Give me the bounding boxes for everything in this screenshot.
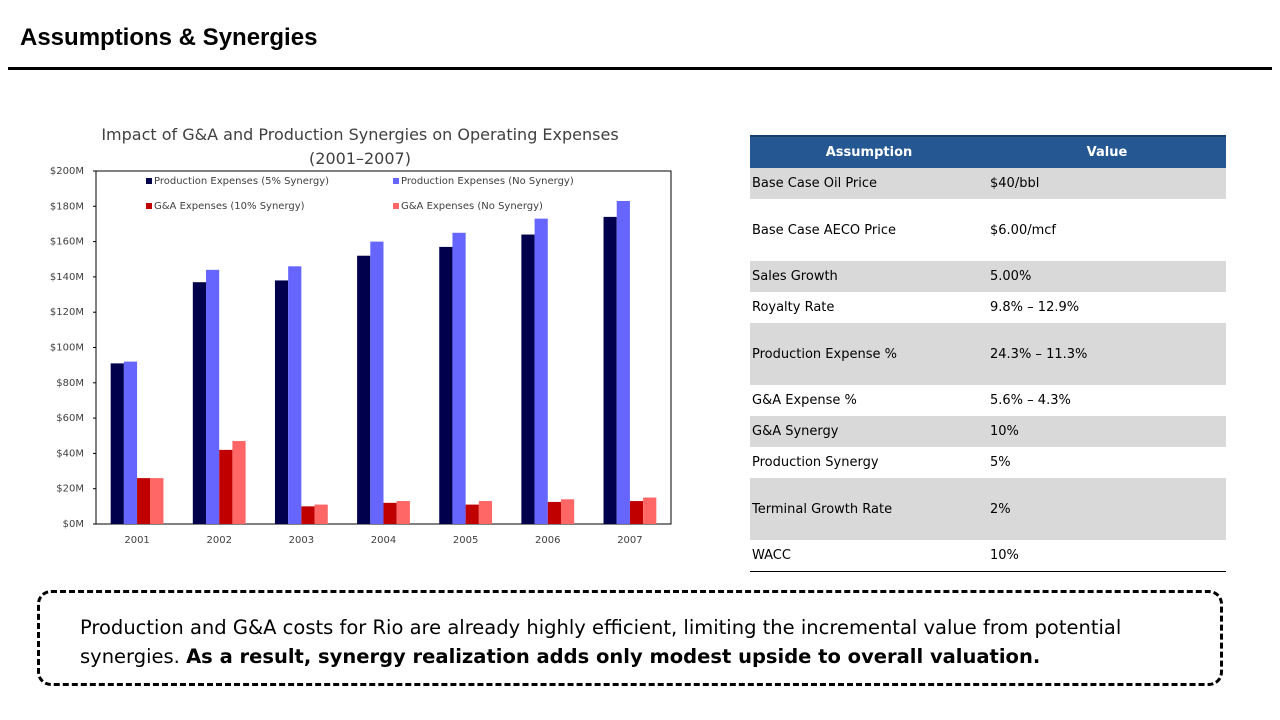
table-row: Sales Growth 5.00% — [750, 261, 1226, 292]
legend-marker — [146, 203, 152, 209]
table-cell: Royalty Rate — [752, 300, 835, 315]
y-tick-label: $140M — [50, 272, 84, 283]
x-tick-label: 2004 — [371, 535, 396, 546]
table-cell: Production Synergy — [752, 455, 879, 470]
table-cell: G&A Expense % — [752, 393, 857, 408]
note-text: Production and G&A costs for Rio are alr… — [80, 616, 1122, 668]
table-row: Production Synergy 5% — [750, 447, 1226, 478]
table-cell: $6.00/mcf — [990, 222, 1056, 238]
y-tick-label: $120M — [50, 307, 84, 318]
table-row: Terminal Growth Rate 2% — [750, 478, 1226, 540]
bar — [547, 501, 561, 524]
bar — [274, 280, 289, 524]
table-cell: Sales Growth — [750, 261, 988, 292]
y-tick-label: $180M — [50, 201, 84, 212]
table-row: Base Case Oil Price $40/bbl — [750, 168, 1226, 199]
table-cell: $40/bbl — [988, 168, 1226, 199]
x-tick-label: 2006 — [535, 535, 560, 546]
table-cell: 9.8% – 12.9% — [990, 300, 1080, 315]
bar — [192, 282, 207, 524]
table-cell: Base Case AECO Price — [752, 222, 896, 238]
legend-label: G&A Expenses (10% Synergy) — [154, 201, 305, 212]
table-cell: G&A Synergy — [750, 416, 988, 447]
x-tick-label: 2001 — [124, 535, 149, 546]
bar — [383, 502, 397, 524]
bar — [206, 269, 220, 524]
x-tick-label: 2002 — [206, 535, 231, 546]
bar — [521, 234, 535, 525]
legend-label: Production Expenses (No Synergy) — [401, 176, 574, 187]
table-cell: 24.3% – 11.3% — [988, 323, 1226, 385]
table-cell: 10% — [988, 540, 1226, 572]
bar — [232, 441, 246, 524]
table-cell: 5.6% – 4.3% — [990, 393, 1071, 408]
legend-marker — [393, 203, 399, 209]
table-header-cell: Value — [988, 135, 1226, 168]
table-cell: 10% — [988, 416, 1226, 447]
table-cell: Production Expense % — [750, 323, 988, 385]
table-cell: 5.00% — [988, 261, 1226, 292]
bar — [150, 478, 164, 524]
table-cell: 5% — [990, 455, 1011, 470]
table-row: Royalty Rate 9.8% – 12.9% — [750, 292, 1226, 323]
bar — [137, 478, 151, 524]
bar — [616, 201, 630, 524]
bar — [629, 501, 644, 524]
y-tick-label: $200M — [50, 166, 84, 177]
bar — [110, 363, 124, 524]
title-rule — [8, 67, 1272, 70]
bar — [452, 232, 466, 524]
bar — [123, 361, 138, 524]
assumptions-table: Assumption Value Base Case Oil Price $40/bb… — [750, 135, 1226, 572]
table-cell: Base Case Oil Price — [750, 168, 988, 199]
bar — [534, 218, 548, 524]
y-tick-label: $80M — [56, 378, 84, 389]
note-bold: As a result, synergy realization adds on… — [186, 645, 1041, 668]
table-cell: 2% — [988, 478, 1226, 540]
table-header-cell: Assumption — [750, 135, 988, 168]
legend-marker — [393, 178, 399, 184]
slide-title: Assumptions & Synergies — [20, 24, 318, 51]
y-tick-label: $20M — [56, 484, 84, 495]
table-row: WACC 10% — [750, 540, 1226, 572]
y-tick-label: $60M — [56, 413, 84, 424]
bar — [560, 499, 575, 524]
table-row: G&A Expense % 5.6% – 4.3% — [750, 385, 1226, 416]
y-tick-label: $100M — [50, 343, 84, 354]
y-tick-label: $40M — [56, 448, 84, 459]
bar — [643, 497, 657, 524]
note-box: Production and G&A costs for Rio are alr… — [37, 590, 1223, 686]
x-tick-label: 2005 — [453, 535, 478, 546]
bar — [288, 266, 302, 524]
legend-label: Production Expenses (5% Synergy) — [154, 176, 329, 187]
bar — [370, 241, 384, 524]
table-cell: Terminal Growth Rate — [750, 478, 988, 540]
table-row: Base Case AECO Price $6.00/mcf — [750, 199, 1226, 261]
x-tick-label: 2007 — [617, 535, 642, 546]
bar — [396, 501, 410, 524]
legend-marker — [146, 178, 152, 184]
bar — [603, 216, 617, 524]
bar — [219, 449, 233, 524]
y-tick-label: $0M — [63, 519, 84, 530]
chart-title: Impact of G&A and Production Synergies o… — [101, 125, 619, 168]
bar — [357, 255, 371, 524]
bar — [478, 501, 493, 524]
bar — [314, 504, 328, 524]
table-cell: WACC — [750, 540, 988, 572]
legend-label: G&A Expenses (No Synergy) — [401, 201, 543, 212]
table-row: Production Expense % 24.3% – 11.3% — [750, 323, 1226, 385]
x-tick-label: 2003 — [289, 535, 314, 546]
y-tick-label: $160M — [50, 237, 84, 248]
bar — [439, 246, 453, 524]
bar — [465, 504, 479, 524]
table-row: G&A Synergy 10% — [750, 416, 1226, 447]
chart: $0M $20M $40M $60M $80M $100M $120M $140M $160M $… — [50, 166, 672, 546]
bar — [301, 506, 315, 524]
